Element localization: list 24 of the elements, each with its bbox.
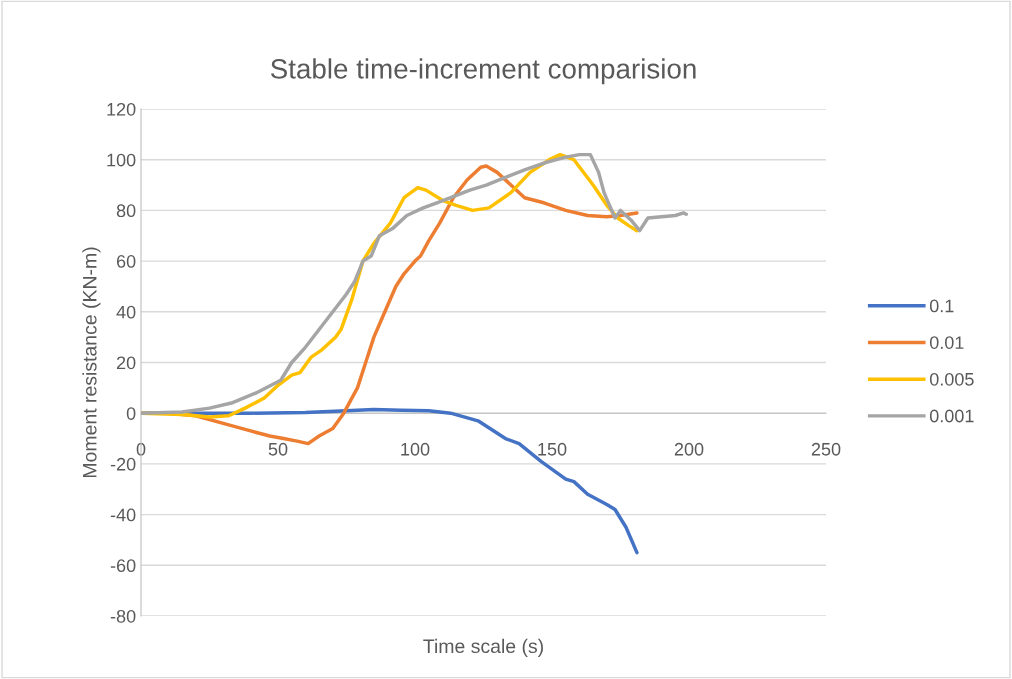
legend-label: 0.01 <box>929 336 964 349</box>
y-tick-label: -60 <box>110 559 136 573</box>
y-axis-title: Moment resistance (KN-m) <box>82 247 101 478</box>
x-tick-label: 200 <box>674 442 704 456</box>
y-tick-label: -40 <box>110 508 136 522</box>
y-tick-label: 0 <box>126 407 136 420</box>
x-axis-title: Time scale (s) <box>423 638 543 657</box>
legend-label: 0.001 <box>929 409 974 423</box>
y-tick-label: 60 <box>116 255 136 268</box>
chart-title: Stable time-increment comparision <box>270 58 696 85</box>
y-tick-label: 120 <box>107 102 136 116</box>
y-tick-label: 100 <box>107 153 136 167</box>
legend-label: 0.1 <box>929 299 954 313</box>
x-tick-label: 0 <box>136 442 146 456</box>
legend-label: 0.005 <box>929 372 974 386</box>
y-tick-label: 80 <box>116 204 136 218</box>
x-tick-label: 100 <box>401 442 430 456</box>
y-tick-label: -20 <box>110 457 136 471</box>
x-tick-label: 150 <box>538 442 567 456</box>
y-tick-label: 20 <box>116 356 136 370</box>
x-tick-label: 250 <box>811 442 841 456</box>
x-tick-label: 50 <box>268 442 288 456</box>
y-tick-label: -80 <box>110 609 136 623</box>
y-tick-label: 40 <box>116 305 136 319</box>
